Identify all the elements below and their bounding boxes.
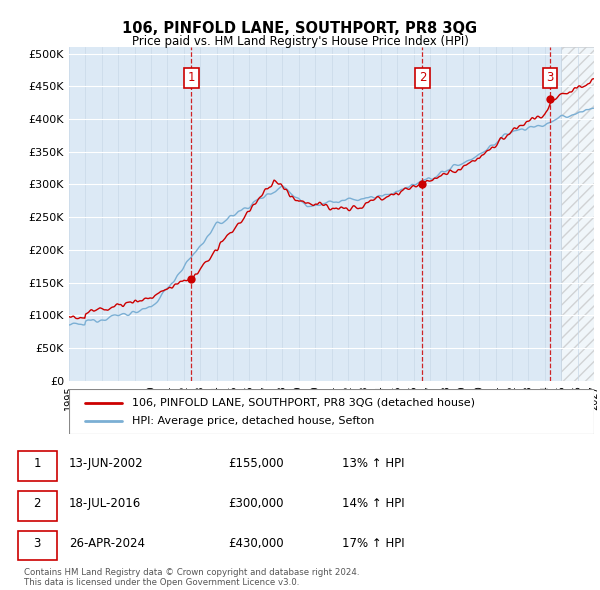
Text: 13-JUN-2002: 13-JUN-2002 <box>69 457 143 470</box>
Text: 1: 1 <box>34 457 41 470</box>
FancyBboxPatch shape <box>69 389 594 434</box>
Text: 1: 1 <box>187 71 195 84</box>
Text: 3: 3 <box>34 536 41 550</box>
Text: £430,000: £430,000 <box>228 536 284 550</box>
Text: £300,000: £300,000 <box>228 497 284 510</box>
Text: 26-APR-2024: 26-APR-2024 <box>69 536 145 550</box>
FancyBboxPatch shape <box>18 491 57 520</box>
Text: 18-JUL-2016: 18-JUL-2016 <box>69 497 141 510</box>
FancyBboxPatch shape <box>18 451 57 481</box>
Text: 13% ↑ HPI: 13% ↑ HPI <box>342 457 404 470</box>
FancyBboxPatch shape <box>18 531 57 560</box>
Text: 2: 2 <box>34 497 41 510</box>
Text: 106, PINFOLD LANE, SOUTHPORT, PR8 3QG (detached house): 106, PINFOLD LANE, SOUTHPORT, PR8 3QG (d… <box>132 398 475 408</box>
Text: Price paid vs. HM Land Registry's House Price Index (HPI): Price paid vs. HM Land Registry's House … <box>131 35 469 48</box>
Text: 3: 3 <box>547 71 554 84</box>
Text: £155,000: £155,000 <box>228 457 284 470</box>
Text: Contains HM Land Registry data © Crown copyright and database right 2024.
This d: Contains HM Land Registry data © Crown c… <box>24 568 359 587</box>
Text: HPI: Average price, detached house, Sefton: HPI: Average price, detached house, Seft… <box>132 417 374 426</box>
Text: 2: 2 <box>419 71 426 84</box>
Text: 106, PINFOLD LANE, SOUTHPORT, PR8 3QG: 106, PINFOLD LANE, SOUTHPORT, PR8 3QG <box>122 21 478 35</box>
Text: 17% ↑ HPI: 17% ↑ HPI <box>342 536 404 550</box>
Text: 14% ↑ HPI: 14% ↑ HPI <box>342 497 404 510</box>
